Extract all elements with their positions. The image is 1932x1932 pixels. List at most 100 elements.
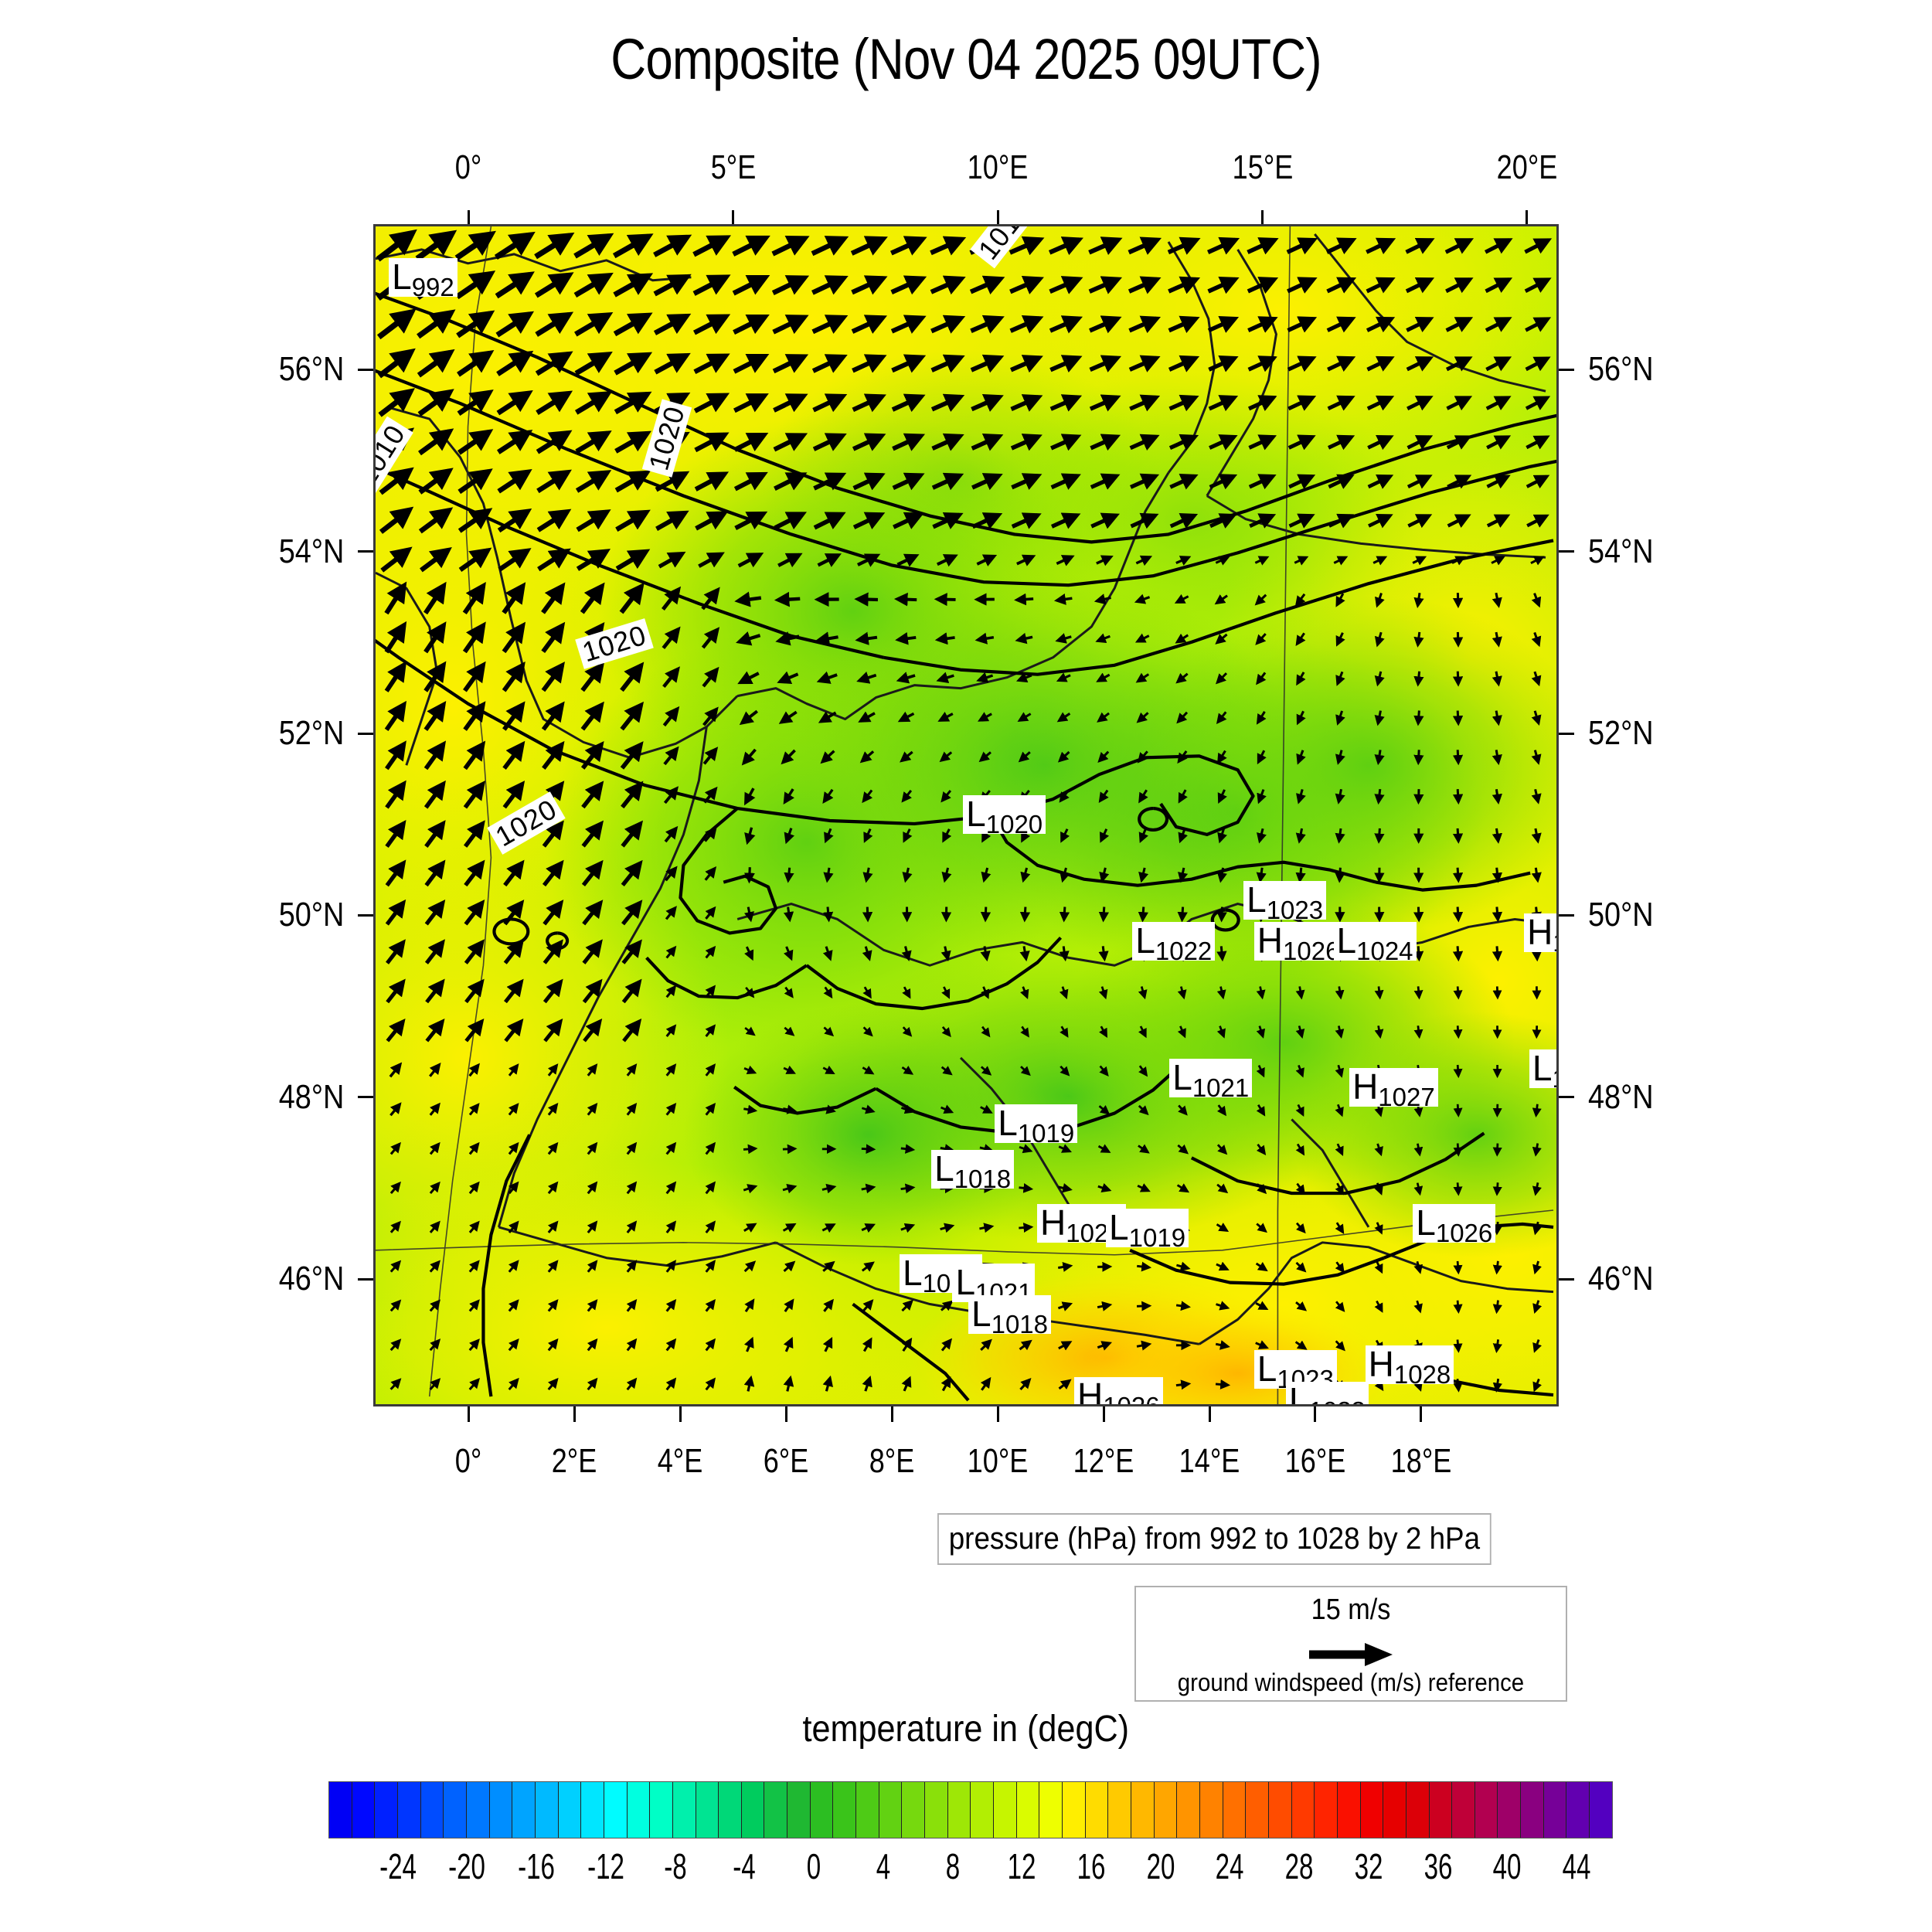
wind-arrow-icon bbox=[503, 900, 525, 926]
wind-arrow-icon bbox=[862, 946, 872, 961]
colorbar-cell bbox=[1429, 1782, 1453, 1838]
wind-arrow-icon bbox=[463, 740, 486, 770]
colorbar-tick-label: 16 bbox=[1077, 1846, 1106, 1886]
axis-tick-top bbox=[467, 210, 470, 224]
wind-arrow-icon bbox=[665, 1102, 677, 1116]
wind-arrow-icon bbox=[1532, 1339, 1543, 1353]
colorbar-cell bbox=[1543, 1782, 1567, 1838]
wind-arrow-icon bbox=[891, 393, 926, 413]
wind-arrow-icon bbox=[1374, 750, 1385, 766]
axis-tick-bottom bbox=[784, 1406, 787, 1422]
colorbar-tick-label: 28 bbox=[1284, 1846, 1314, 1886]
colorbar-tick-label: 32 bbox=[1354, 1846, 1383, 1886]
wind-arrow-icon bbox=[1335, 1104, 1344, 1117]
wind-arrow-icon bbox=[1053, 593, 1073, 605]
wind-arrow-icon bbox=[389, 1299, 402, 1312]
wind-arrow-icon bbox=[463, 780, 486, 809]
pressure-center-label: L1019 bbox=[1106, 1209, 1189, 1250]
pressure-center-label: L1023 bbox=[1285, 1381, 1369, 1404]
axis-label-bottom: 14°E bbox=[1179, 1442, 1240, 1480]
wind-arrow-icon bbox=[1287, 395, 1317, 411]
wind-arrow-icon bbox=[1525, 356, 1551, 372]
wind-arrow-icon bbox=[468, 1181, 480, 1195]
wind-arrow-icon bbox=[852, 393, 886, 413]
pressure-center-label: L1018 bbox=[931, 1149, 1015, 1192]
wind-arrow-icon bbox=[862, 986, 872, 999]
wind-arrow-icon bbox=[1531, 750, 1542, 765]
wind-arrow-icon bbox=[508, 1141, 519, 1155]
colorbar[interactable] bbox=[328, 1781, 1613, 1838]
pressure-center-label: H1027 bbox=[1349, 1067, 1438, 1110]
pressure-center-label: H1028 bbox=[1365, 1345, 1454, 1387]
wind-arrow-icon bbox=[1374, 986, 1384, 1000]
wind-arrow-icon bbox=[587, 1338, 598, 1352]
wind-arrow-icon bbox=[1056, 712, 1071, 723]
wind-arrow-icon bbox=[1099, 1026, 1107, 1039]
wind-arrow-icon bbox=[1098, 946, 1109, 962]
pressure-center-label: L1024 bbox=[1333, 922, 1417, 964]
wind-arrow-icon bbox=[1174, 594, 1189, 604]
wind-arrow-icon bbox=[1099, 867, 1110, 883]
map-panel[interactable]: 1010 1010 1020 1020 1020 L992 L1020 L1022 L… bbox=[373, 224, 1559, 1406]
colorbar-tick-label: 0 bbox=[806, 1846, 821, 1886]
wind-arrow-icon bbox=[503, 859, 525, 887]
wind-arrow-icon bbox=[1328, 474, 1355, 489]
wind-arrow-icon bbox=[587, 1063, 598, 1077]
axis-tick-left bbox=[358, 913, 373, 917]
wind-arrow-icon bbox=[811, 275, 849, 295]
pressure-center-label: L bbox=[1016, 1404, 1043, 1406]
pressure-center-kind: L bbox=[955, 1261, 976, 1302]
wind-arrow-icon bbox=[415, 230, 457, 261]
wind-arrow-icon bbox=[1492, 1300, 1502, 1315]
wind-arrow-icon bbox=[772, 354, 809, 374]
wind-arrow-icon bbox=[1138, 906, 1148, 923]
wind-arrow-icon bbox=[852, 512, 886, 530]
wind-arrow-icon bbox=[665, 945, 677, 959]
wind-arrow-icon bbox=[542, 740, 565, 770]
wind-arrow-icon bbox=[941, 867, 952, 883]
wind-arrow-icon bbox=[1009, 275, 1044, 294]
wind-arrow-icon bbox=[1366, 277, 1396, 294]
wind-arrow-icon bbox=[581, 820, 604, 848]
wind-arrow-icon bbox=[1405, 237, 1435, 254]
colorbar-tick-label: 24 bbox=[1216, 1846, 1244, 1886]
wind-arrow-icon bbox=[734, 511, 768, 531]
wind-arrow-icon bbox=[862, 1026, 873, 1037]
wind-arrow-icon bbox=[1129, 394, 1161, 412]
wind-arrow-icon bbox=[1059, 789, 1070, 803]
wind-arrow-icon bbox=[1098, 789, 1109, 804]
wind-arrow-icon bbox=[1138, 1026, 1147, 1039]
wind-arrow-icon bbox=[705, 906, 716, 920]
wind-arrow-icon bbox=[1134, 633, 1150, 643]
wind-arrow-icon bbox=[932, 512, 964, 529]
wind-reference-value: 15 m/s bbox=[1311, 1594, 1391, 1626]
wind-arrow-icon bbox=[1531, 671, 1542, 687]
wind-arrow-icon bbox=[744, 906, 755, 923]
wind-arrow-icon bbox=[784, 986, 794, 998]
wind-arrow-icon bbox=[1058, 1341, 1073, 1351]
wind-arrow-icon bbox=[1526, 435, 1550, 450]
wind-arrow-icon bbox=[496, 430, 533, 454]
wind-arrow-icon bbox=[784, 1026, 795, 1036]
colorbar-cell bbox=[994, 1782, 1017, 1838]
pressure-center-value: 1019 bbox=[1128, 1223, 1186, 1253]
wind-arrow-icon bbox=[743, 1260, 757, 1273]
wind-arrow-icon bbox=[702, 666, 719, 688]
wind-arrow-icon bbox=[861, 1104, 876, 1114]
wind-arrow-icon bbox=[744, 827, 756, 845]
wind-arrow-icon bbox=[1413, 671, 1424, 687]
wind-arrow-icon bbox=[547, 1141, 559, 1155]
wind-arrow-icon bbox=[573, 272, 614, 298]
wind-arrow-icon bbox=[743, 1223, 757, 1233]
wind-arrow-icon bbox=[733, 432, 769, 452]
wind-arrow-icon bbox=[1492, 906, 1503, 923]
wind-arrow-icon bbox=[1178, 828, 1188, 844]
wind-arrow-icon bbox=[385, 859, 406, 887]
wind-arrow-icon bbox=[457, 349, 495, 377]
wind-arrow-icon bbox=[664, 825, 679, 843]
pressure-center-value: 1023 bbox=[1308, 1396, 1365, 1404]
wind-arrow-icon bbox=[784, 828, 795, 845]
wind-arrow-icon bbox=[429, 1063, 441, 1077]
wind-arrow-icon bbox=[508, 1338, 519, 1352]
axis-label-left: 50°N bbox=[278, 896, 344, 934]
